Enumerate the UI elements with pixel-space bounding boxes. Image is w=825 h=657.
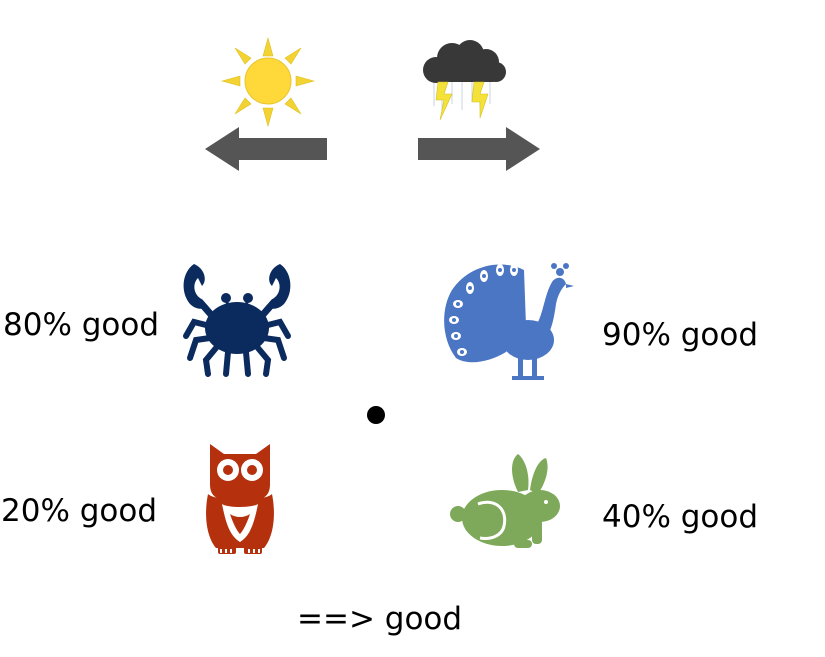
center-dot — [367, 406, 385, 424]
owl-icon — [204, 444, 276, 558]
peacock-label: 90% good — [602, 317, 759, 353]
crab-label: 80% good — [3, 307, 160, 343]
arrow-left-icon — [205, 124, 329, 174]
crab-icon — [180, 262, 294, 380]
sun-icon — [220, 36, 316, 128]
rabbit-label: 40% good — [602, 499, 759, 535]
rabbit-icon — [450, 452, 566, 552]
owl-label: 20% good — [1, 493, 158, 529]
arrow-right-icon — [416, 124, 540, 174]
peacock-icon — [440, 256, 576, 386]
footer-text: ==> good — [297, 601, 463, 637]
storm-cloud-icon — [418, 40, 508, 124]
